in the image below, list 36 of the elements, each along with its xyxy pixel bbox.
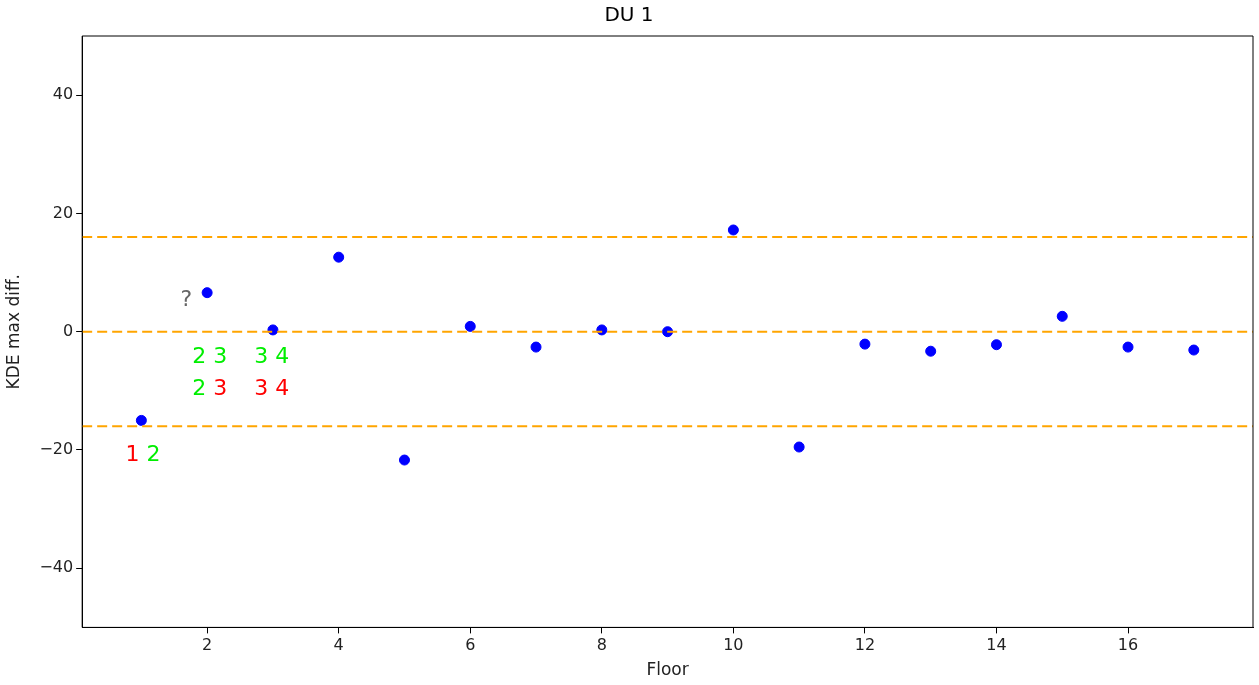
y-tick-label: 20 [52, 202, 74, 222]
annotation: 2 3 [192, 375, 228, 401]
point [530, 341, 542, 353]
point [727, 224, 739, 236]
x-tick-label: 4 [333, 635, 344, 655]
point [793, 441, 805, 453]
x-tick-label: 16 [1117, 635, 1139, 655]
point [135, 414, 147, 426]
point [464, 320, 476, 332]
x-tick-label: 12 [854, 635, 876, 655]
annotation: 3 4 [254, 342, 290, 368]
point [925, 345, 937, 357]
point [398, 454, 410, 466]
y-tick-label: −40 [39, 557, 74, 577]
y-tick-label: −20 [39, 439, 74, 459]
y-tick-label: 40 [52, 84, 74, 104]
x-tick-label: 10 [723, 635, 744, 655]
point [1188, 344, 1200, 356]
point [990, 339, 1002, 351]
annotation: 1 2 [125, 441, 161, 467]
annotation: ? [180, 286, 193, 312]
x-tick-label: 8 [596, 635, 607, 655]
annotation: 3 4 [254, 375, 290, 401]
chart-title: DU 1 [604, 2, 654, 27]
x-axis-title: Floor [646, 659, 689, 680]
annotation: 2 3 [192, 342, 228, 368]
x-tick-label: 2 [202, 635, 213, 655]
y-axis-title: KDE max diff. [2, 273, 23, 390]
x-tick-label: 14 [986, 635, 1007, 655]
point [1122, 341, 1134, 353]
point [859, 338, 871, 350]
point [1056, 310, 1068, 322]
point [333, 251, 345, 263]
x-tick-label: 6 [465, 635, 476, 655]
y-tick-label: 0 [62, 320, 74, 340]
point [201, 287, 213, 299]
